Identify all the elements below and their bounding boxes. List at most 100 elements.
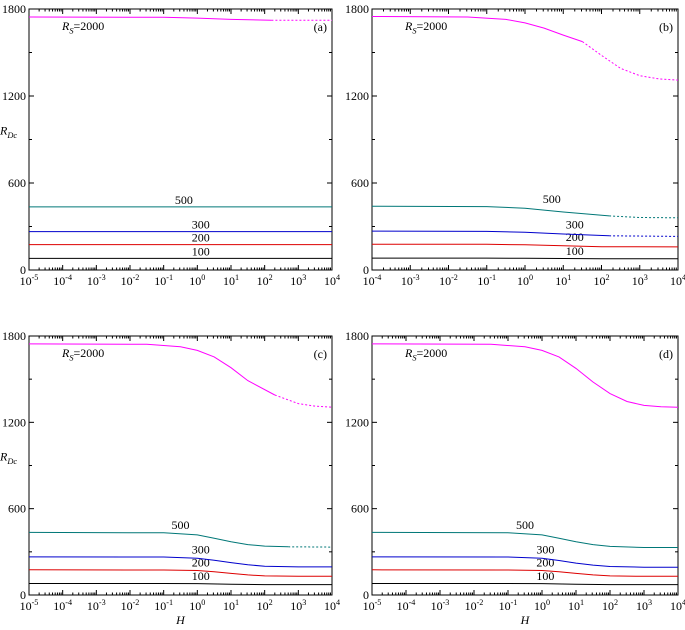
series-line-500 <box>372 531 678 548</box>
rs-label: RS=2000 <box>404 346 447 363</box>
x-tick-label: 10-4 <box>53 273 72 288</box>
x-tick-label-exp: 4 <box>336 598 340 607</box>
series-line-2000 <box>372 343 678 408</box>
x-tick-label-exp: 4 <box>682 273 685 282</box>
x-tick-label: 101 <box>555 273 571 288</box>
series-line-300 <box>372 230 610 237</box>
series-label-100: 100 <box>566 244 584 258</box>
x-tick-label-base: 10 <box>568 599 580 613</box>
x-tick-label-exp: -1 <box>166 598 173 607</box>
rs-label-base: R <box>404 19 413 33</box>
x-tick-label: 10-2 <box>465 598 484 613</box>
rs-label-value: =2000 <box>417 346 448 360</box>
x-tick-label: 100 <box>189 273 205 288</box>
x-tick-label-base: 10 <box>670 599 682 613</box>
x-tick-label: 102 <box>593 273 609 288</box>
rs-label-base: R <box>61 19 70 33</box>
x-tick-label: 101 <box>568 598 584 613</box>
x-tick-label-base: 10 <box>593 274 605 288</box>
x-tick-label-base: 10 <box>257 274 269 288</box>
x-tick-label: 10-1 <box>154 273 173 288</box>
x-tick-label: 102 <box>602 598 618 613</box>
rs-label-sub: S <box>69 27 74 36</box>
series-label-200: 200 <box>192 555 210 569</box>
series-line-100 <box>372 583 678 586</box>
x-tick-label: 102 <box>257 598 273 613</box>
x-tick-label-base: 10 <box>517 274 529 288</box>
x-tick-label-exp: 3 <box>302 273 306 282</box>
x-tick-label-base: 10 <box>121 599 133 613</box>
x-tick-label: 10-4 <box>53 598 72 613</box>
x-tick-label: 103 <box>290 273 306 288</box>
x-tick-label-base: 10 <box>87 274 99 288</box>
x-tick-label-exp: -1 <box>489 273 496 282</box>
x-tick-label-base: 10 <box>363 274 375 288</box>
series-label-500: 500 <box>175 193 193 207</box>
rs-label-value: =2000 <box>74 346 105 360</box>
x-tick-label-exp: -3 <box>443 598 450 607</box>
x-tick-label-base: 10 <box>431 599 443 613</box>
x-tick-label-exp: 4 <box>336 273 340 282</box>
series-line-dashed-500 <box>609 215 678 219</box>
series-label-100: 100 <box>192 569 210 583</box>
x-tick-label: 10-4 <box>363 273 382 288</box>
x-tick-label-base: 10 <box>439 274 451 288</box>
series-line-100 <box>372 257 678 260</box>
x-tick-label-exp: -2 <box>451 273 458 282</box>
y-tick-label: 0 <box>363 588 369 602</box>
x-tick-label-exp: 3 <box>648 598 652 607</box>
series-line-300 <box>29 556 332 568</box>
x-tick-label-exp: -3 <box>413 273 420 282</box>
x-tick-label-base: 10 <box>257 599 269 613</box>
rs-label-value: =2000 <box>74 19 105 33</box>
y-tick-label: 1800 <box>2 2 26 16</box>
rs-label-sub: S <box>412 354 417 363</box>
x-tick-label-base: 10 <box>499 599 511 613</box>
x-tick-label-exp: 1 <box>567 273 571 282</box>
x-tick-label-base: 10 <box>477 274 489 288</box>
rs-label-base: R <box>61 346 70 360</box>
x-tick-label: 101 <box>223 598 239 613</box>
plot-frame <box>371 335 679 596</box>
y-tick-label: 0 <box>363 263 369 277</box>
y-axis-label-base: R <box>0 449 8 463</box>
series-label-300: 300 <box>192 218 210 232</box>
x-tick-label-exp: -4 <box>65 273 72 282</box>
y-tick-label: 0 <box>20 263 26 277</box>
series-line-200 <box>372 569 678 577</box>
rs-label-sub: S <box>69 354 74 363</box>
x-tick-label: 10-1 <box>477 273 496 288</box>
x-tick-label-exp: -2 <box>477 598 484 607</box>
series-line-dashed-300 <box>609 235 678 237</box>
series-line-200 <box>29 569 332 577</box>
x-tick-label: 100 <box>517 273 533 288</box>
y-tick-label: 600 <box>8 176 26 190</box>
x-tick-label-exp: -2 <box>133 598 140 607</box>
x-tick-label: 103 <box>290 598 306 613</box>
x-tick-label-base: 10 <box>290 274 302 288</box>
x-tick-label: 104 <box>670 598 685 613</box>
panel-tag: (b) <box>659 20 673 34</box>
series-line-300 <box>372 556 678 568</box>
x-tick-label-exp: 1 <box>235 273 239 282</box>
x-tick-label: 104 <box>670 273 685 288</box>
x-tick-label-base: 10 <box>223 599 235 613</box>
series-line-2000 <box>29 343 276 396</box>
series-label-200: 200 <box>536 555 554 569</box>
y-axis-label-sub: Dc <box>6 131 17 140</box>
x-tick-label: 10-1 <box>154 598 173 613</box>
rs-label-base: R <box>404 346 413 360</box>
x-tick-label: 10-3 <box>87 598 106 613</box>
x-tick-label-base: 10 <box>20 599 32 613</box>
series-line-dashed-2000 <box>582 41 678 81</box>
y-tick-label: 0 <box>20 588 26 602</box>
y-tick-label: 1800 <box>2 329 26 343</box>
series-label-300: 300 <box>536 542 554 556</box>
x-tick-label-base: 10 <box>290 599 302 613</box>
x-tick-label: 102 <box>257 273 273 288</box>
x-tick-label: 10-3 <box>401 273 420 288</box>
series-line-2000 <box>372 16 583 43</box>
